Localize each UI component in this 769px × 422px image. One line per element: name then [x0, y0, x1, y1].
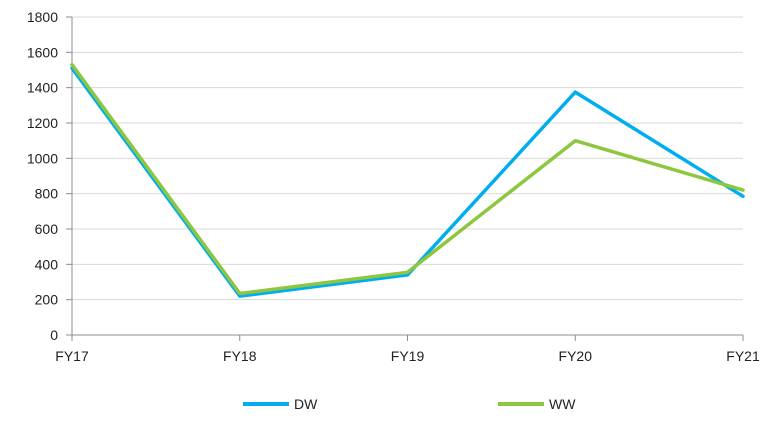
- x-tick-label: FY18: [223, 348, 257, 364]
- y-tick-label: 1400: [27, 80, 58, 96]
- x-tick-label: FY19: [391, 348, 425, 364]
- y-tick-label: 1000: [27, 150, 58, 166]
- x-axis-tick-labels: FY17 FY18 FY19 FY20 FY21: [55, 348, 760, 364]
- gridlines: [72, 17, 743, 300]
- y-tick-label: 200: [35, 292, 59, 308]
- x-tick-label: FY20: [559, 348, 593, 364]
- series-line-dw: [72, 68, 743, 296]
- y-tick-label: 0: [50, 327, 58, 343]
- y-tick-label: 800: [35, 186, 59, 202]
- series-line-ww: [72, 65, 743, 294]
- y-tick-label: 600: [35, 221, 59, 237]
- y-tick-label: 1600: [27, 44, 58, 60]
- legend-label-ww: WW: [549, 396, 576, 412]
- legend-label-dw: DW: [294, 396, 318, 412]
- axes: [66, 17, 743, 341]
- series-lines: [72, 65, 743, 296]
- y-tick-label: 1200: [27, 115, 58, 131]
- y-tick-label: 400: [35, 256, 59, 272]
- y-axis-tick-labels: 0 200 400 600 800 1000 1200 1400 1600 1800: [27, 9, 58, 343]
- legend: DW WW: [243, 396, 576, 412]
- x-tick-label: FY17: [55, 348, 89, 364]
- y-tick-label: 1800: [27, 9, 58, 25]
- x-tick-label: FY21: [726, 348, 760, 364]
